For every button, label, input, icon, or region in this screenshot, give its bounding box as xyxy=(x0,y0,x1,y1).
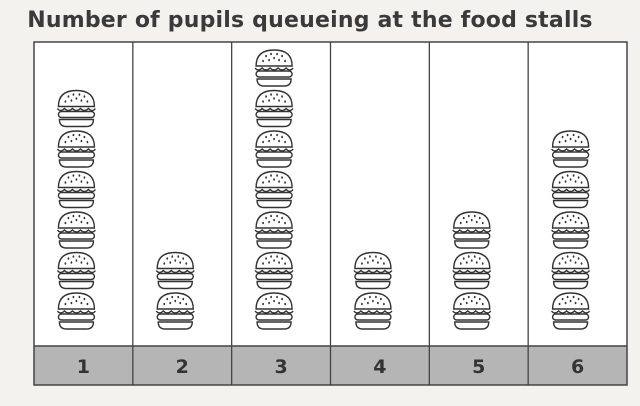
category-label: 1 xyxy=(77,356,90,378)
category-label: 5 xyxy=(472,356,485,378)
burger-icon xyxy=(254,130,294,168)
burger-icon xyxy=(551,251,591,290)
burger-icon xyxy=(56,211,96,249)
category-label: 3 xyxy=(274,356,287,378)
burger-icon xyxy=(551,170,591,209)
burger-icon xyxy=(254,49,294,87)
burger-icon xyxy=(56,170,96,209)
burger-icon xyxy=(452,211,492,249)
burger-icon xyxy=(155,292,195,330)
burger-icon xyxy=(452,251,492,290)
burger-icon xyxy=(452,292,492,330)
burger-icon xyxy=(254,170,294,209)
category-label: 4 xyxy=(373,356,386,378)
burger-icon xyxy=(254,251,294,290)
burger-icon xyxy=(56,89,96,128)
burger-icon xyxy=(551,130,591,168)
chart-title: Number of pupils queueing at the food st… xyxy=(27,8,593,33)
burger-icon xyxy=(353,292,393,330)
burger-icon xyxy=(254,211,294,249)
category-label: 6 xyxy=(571,356,584,378)
burger-icon xyxy=(56,292,96,330)
burger-icon xyxy=(56,251,96,290)
chart-frame xyxy=(33,41,628,386)
burger-icon xyxy=(155,251,195,290)
burger-icon xyxy=(353,251,393,290)
burger-icon xyxy=(551,292,591,330)
burger-icon xyxy=(551,211,591,249)
burger-icon xyxy=(254,292,294,330)
burger-icon xyxy=(56,130,96,168)
category-label: 2 xyxy=(176,356,189,378)
burger-icon xyxy=(254,89,294,128)
